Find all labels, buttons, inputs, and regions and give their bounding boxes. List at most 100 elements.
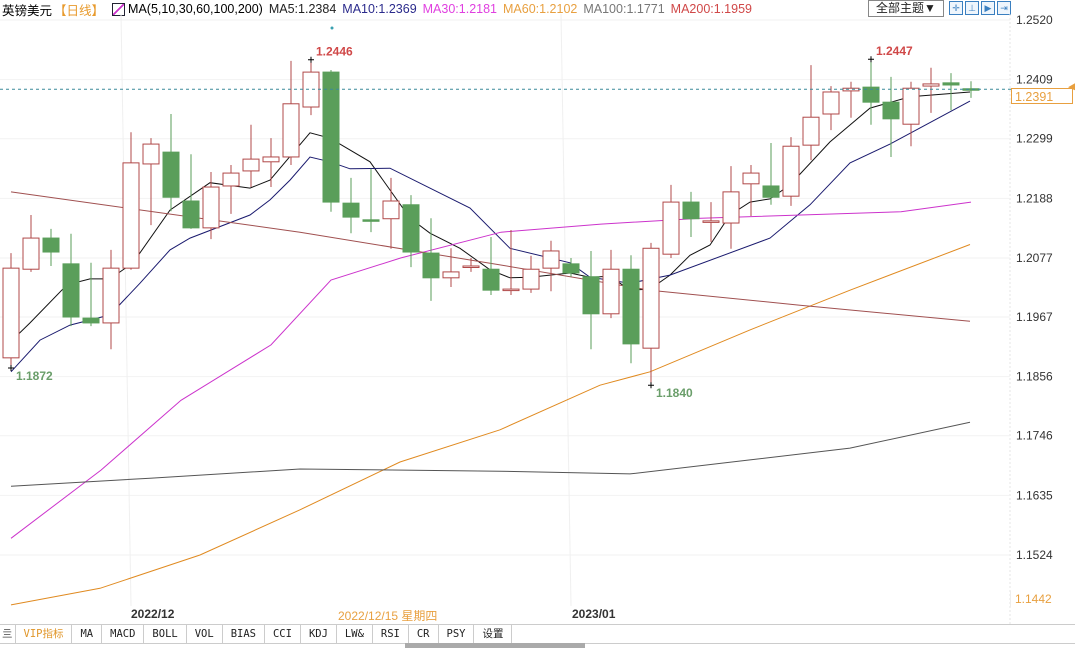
ma-title: MA(5,10,30,60,100,200): [128, 2, 263, 16]
candle-up: [842, 87, 860, 92]
extreme-marker-icon: [308, 56, 314, 63]
candle-down: [402, 204, 420, 253]
extreme-label: 1.2447: [876, 44, 913, 58]
tab-boll[interactable]: BOLL: [144, 625, 187, 643]
extreme-marker-icon: [868, 56, 874, 63]
candle-up: [462, 265, 480, 268]
ma-indicator-icon: [112, 2, 126, 16]
ma-line-ma60: [10, 244, 971, 606]
y-tick-label: 1.2188: [1016, 191, 1053, 205]
tab-settings[interactable]: 设置: [474, 625, 513, 643]
extreme-marker-icon: [8, 365, 14, 372]
candle-up: [122, 162, 140, 269]
candle-up: [722, 191, 740, 224]
candle-up: [922, 83, 940, 87]
tab-kdj[interactable]: KDJ: [301, 625, 337, 643]
current-price-label: 1.2391: [1011, 88, 1073, 104]
play-icon[interactable]: ▶: [981, 1, 995, 15]
ma10-value: MA10:1.2369: [342, 2, 417, 16]
axis-bottom-label: 1.1442: [1010, 591, 1075, 607]
candle-up: [222, 172, 240, 187]
candle-up: [302, 71, 320, 108]
candle-up: [822, 91, 840, 115]
ma-line-ma5: [2, 91, 971, 350]
ma200-value: MA200:1.1959: [670, 2, 752, 16]
tab-psy[interactable]: PSY: [439, 625, 475, 643]
candle-down: [422, 252, 440, 279]
x-label-2023-01: 2023/01: [572, 607, 616, 621]
y-tick-label: 1.2077: [1016, 251, 1053, 265]
candle-down: [182, 200, 200, 229]
candle-down: [622, 268, 640, 345]
crosshair-icon[interactable]: ✛: [949, 1, 963, 15]
y-tick-label: 1.1856: [1016, 370, 1053, 384]
candle-down: [582, 276, 600, 315]
extreme-label: 1.1872: [16, 369, 53, 383]
tab-vol[interactable]: VOL: [187, 625, 223, 643]
tab-macd[interactable]: MACD: [102, 625, 145, 643]
x-label-2022-12: 2022/12: [131, 607, 175, 621]
candle-up: [2, 267, 20, 359]
candle-up: [542, 250, 560, 269]
candle-up: [202, 186, 220, 229]
extreme-marker-icon: [648, 382, 654, 389]
candle-down: [62, 263, 80, 318]
candle-up: [262, 156, 280, 163]
candle-up: [802, 116, 820, 146]
candle-down: [882, 101, 900, 120]
tab-cci[interactable]: CCI: [265, 625, 301, 643]
candle-up: [742, 172, 760, 185]
tab-vip[interactable]: VIP指标: [16, 625, 73, 643]
crosshair-date-label: 2022/12/15 星期四: [338, 607, 438, 624]
ma5-value: MA5:1.2384: [268, 2, 337, 16]
y-tick-label: 1.2409: [1016, 73, 1053, 87]
candle-up: [642, 247, 660, 349]
tab-rsi[interactable]: RSI: [373, 625, 409, 643]
candle-down: [82, 317, 100, 324]
candle-up: [282, 103, 300, 158]
candle-down: [362, 219, 380, 222]
tab-lw[interactable]: LW&: [337, 625, 373, 643]
chart-legend: 英镑美元 【日线】 MA(5,10,30,60,100,200) MA5:1.2…: [2, 1, 758, 18]
y-tick-label: 1.2299: [1016, 132, 1053, 146]
exit-icon[interactable]: ⇥: [997, 1, 1011, 15]
candle-down: [42, 237, 60, 253]
extreme-label: 1.1840: [656, 386, 693, 400]
candle-up: [382, 200, 400, 220]
tab-cr[interactable]: CR: [409, 625, 439, 643]
candle-down: [482, 268, 500, 291]
x-gridline: [560, 13, 572, 607]
candle-up: [702, 220, 720, 223]
theme-dropdown[interactable]: 全部主题▼: [868, 0, 944, 17]
candle-up: [782, 145, 800, 197]
tab-bias[interactable]: BIAS: [223, 625, 265, 643]
candle-down: [762, 185, 780, 198]
candle-up: [662, 201, 680, 255]
y-tick-label: 1.1524: [1016, 548, 1053, 562]
candlestick-chart[interactable]: 1.2520 1.2409 1.2299 1.2188 1.2077 1.1967 1.18…: [0, 0, 1075, 624]
candle-up: [602, 268, 620, 315]
range-icon[interactable]: ⊥: [965, 1, 979, 15]
candle-up: [442, 271, 460, 279]
candle-up: [242, 158, 260, 172]
period-label[interactable]: 【日线】: [54, 3, 105, 18]
candle-up: [502, 288, 520, 292]
tab-hidden[interactable]: 亖: [0, 625, 16, 643]
y-tick-label: 1.1635: [1016, 488, 1053, 502]
ma-line-ma30: [10, 201, 972, 539]
ma100-value: MA100:1.1771: [583, 2, 665, 16]
candle-down: [962, 88, 980, 91]
symbol-name: 英镑美元: [2, 3, 53, 18]
scrollbar[interactable]: [405, 643, 585, 648]
current-price-arrow-icon: [1068, 83, 1075, 91]
marker-dot-icon: [330, 26, 334, 30]
ma30-value: MA30:1.2181: [422, 2, 497, 16]
indicator-tabs: 亖 VIP指标 MA MACD BOLL VOL BIAS CCI KDJ LW…: [0, 624, 1075, 644]
ma-line-ma200: [10, 191, 971, 322]
ma-line-ma10: [10, 100, 971, 373]
tab-ma[interactable]: MA: [72, 625, 103, 643]
extreme-label: 1.2446: [316, 45, 353, 59]
candle-up: [102, 267, 120, 324]
candle-down: [162, 151, 180, 198]
candle-down: [862, 86, 880, 103]
